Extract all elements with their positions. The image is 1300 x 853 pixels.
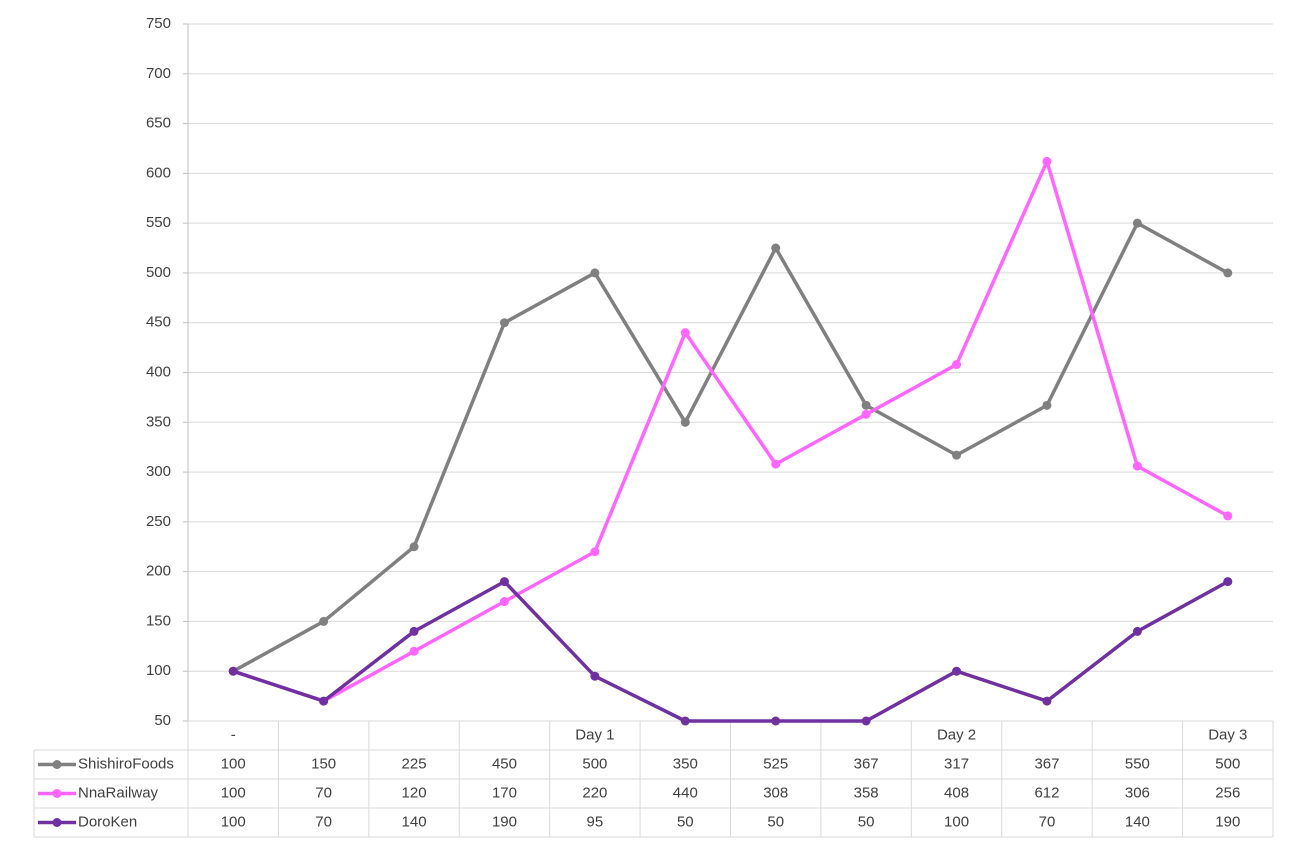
legend-label: DoroKen xyxy=(78,813,137,830)
table-value: 100 xyxy=(944,813,969,830)
y-tick-label: 550 xyxy=(146,214,171,231)
table-value: 358 xyxy=(854,784,879,801)
legend-label: ShishiroFoods xyxy=(78,755,174,772)
data-point xyxy=(771,716,781,726)
y-tick-label: 350 xyxy=(146,413,171,430)
table-value: 450 xyxy=(492,755,517,772)
data-point xyxy=(952,666,962,676)
table-value: 190 xyxy=(492,813,517,830)
data-point xyxy=(1042,156,1052,166)
y-tick-label: 600 xyxy=(146,164,171,181)
data-point xyxy=(861,400,871,410)
y-tick-label: 500 xyxy=(146,264,171,281)
table-value: 220 xyxy=(582,784,607,801)
table-value: 150 xyxy=(311,755,336,772)
data-point xyxy=(499,597,509,607)
data-point xyxy=(1042,696,1052,706)
table-value: 367 xyxy=(854,755,879,772)
table-value: 120 xyxy=(402,784,427,801)
data-point xyxy=(499,577,509,587)
data-point xyxy=(590,671,600,681)
table-value: 440 xyxy=(673,784,698,801)
y-tick-label: 700 xyxy=(146,65,171,82)
data-point xyxy=(1042,400,1052,410)
table-value: 500 xyxy=(582,755,607,772)
y-tick-label: 450 xyxy=(146,314,171,331)
data-point xyxy=(590,268,600,278)
y-tick-label: 200 xyxy=(146,563,171,580)
series-line xyxy=(232,579,1229,723)
y-tick-label: 150 xyxy=(146,612,171,629)
table-value: 50 xyxy=(858,813,875,830)
table-value: 350 xyxy=(673,755,698,772)
data-point xyxy=(680,417,690,427)
table-value: 408 xyxy=(944,784,969,801)
y-tick-label: 100 xyxy=(146,662,171,679)
x-tick-label: Day 3 xyxy=(1208,726,1247,743)
series-line xyxy=(232,159,1229,703)
table-value: 100 xyxy=(221,784,246,801)
y-tick-label: 750 xyxy=(146,15,171,32)
data-point xyxy=(1223,511,1233,521)
x-tick-label: - xyxy=(231,726,236,743)
table-value: 70 xyxy=(315,813,332,830)
data-point xyxy=(680,716,690,726)
legend-label: NnaRailway xyxy=(78,784,159,801)
table-value: 317 xyxy=(944,755,969,772)
data-point xyxy=(409,542,419,552)
table-value: 225 xyxy=(402,755,427,772)
table-value: 50 xyxy=(677,813,694,830)
data-point xyxy=(861,409,871,419)
table-value: 367 xyxy=(1034,755,1059,772)
data-point xyxy=(1132,218,1142,228)
data-point xyxy=(409,646,419,656)
table-value: 140 xyxy=(402,813,427,830)
table-value: 140 xyxy=(1125,813,1150,830)
data-point xyxy=(861,716,871,726)
y-tick-label: 250 xyxy=(146,513,171,530)
table-value: 190 xyxy=(1215,813,1240,830)
data-point xyxy=(1223,577,1233,587)
data-point xyxy=(1132,626,1142,636)
data-point xyxy=(499,318,509,328)
data-point xyxy=(228,666,238,676)
data-point xyxy=(771,243,781,253)
data-point xyxy=(680,328,690,338)
table-value: 95 xyxy=(587,813,604,830)
table-value: 70 xyxy=(315,784,332,801)
table-value: 308 xyxy=(763,784,788,801)
data-point xyxy=(319,616,329,626)
data-point xyxy=(952,450,962,460)
data-point xyxy=(952,360,962,370)
table-value: 50 xyxy=(767,813,784,830)
x-tick-label: Day 1 xyxy=(575,726,614,743)
data-point xyxy=(319,696,329,706)
y-tick-label: 650 xyxy=(146,115,171,132)
data-point xyxy=(409,626,419,636)
table-value: 525 xyxy=(763,755,788,772)
legend-key-marker xyxy=(52,760,62,769)
table-value: 100 xyxy=(221,755,246,772)
y-tick-label: 50 xyxy=(154,712,171,729)
x-tick-label: Day 2 xyxy=(937,726,976,743)
legend-key-marker xyxy=(52,818,62,827)
data-point xyxy=(590,547,600,557)
legend-key-marker xyxy=(52,789,62,798)
table-value: 70 xyxy=(1039,813,1056,830)
table-value: 306 xyxy=(1125,784,1150,801)
data-point xyxy=(771,459,781,469)
data-point xyxy=(1223,268,1233,278)
table-value: 612 xyxy=(1034,784,1059,801)
data-point xyxy=(1132,461,1142,471)
series-line xyxy=(232,221,1229,673)
table-value: 256 xyxy=(1215,784,1240,801)
table-value: 170 xyxy=(492,784,517,801)
table-value: 100 xyxy=(221,813,246,830)
table-value: 500 xyxy=(1215,755,1240,772)
y-tick-label: 400 xyxy=(146,363,171,380)
y-tick-label: 300 xyxy=(146,463,171,480)
table-value: 550 xyxy=(1125,755,1150,772)
